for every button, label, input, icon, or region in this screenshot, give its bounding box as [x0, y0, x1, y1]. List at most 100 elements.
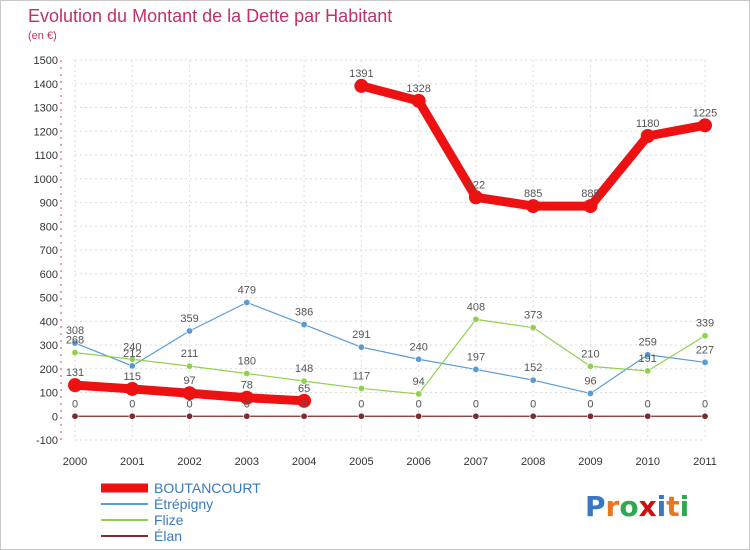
- data-point: [128, 412, 136, 420]
- data-point: [411, 93, 426, 108]
- data-label: 180: [238, 356, 256, 368]
- data-point: [357, 343, 365, 351]
- y-tick-label: 1400: [34, 79, 58, 91]
- data-label: 152: [524, 362, 542, 374]
- y-tick-label: 1100: [34, 150, 58, 162]
- data-point: [586, 362, 594, 370]
- x-tick-label: 2005: [349, 456, 373, 468]
- data-label: 885: [581, 188, 599, 200]
- y-tick-label: 400: [40, 316, 58, 328]
- data-point: [468, 190, 483, 205]
- data-point: [644, 351, 652, 359]
- data-point: [529, 376, 537, 384]
- y-tick-label: 1500: [34, 55, 58, 67]
- data-point: [357, 412, 365, 420]
- series-line: [74, 301, 706, 395]
- chart-subtitle: (en €): [28, 30, 57, 42]
- series-0: [68, 78, 712, 408]
- x-tick-label: 2009: [578, 456, 602, 468]
- series-layer: [68, 78, 712, 420]
- data-label: 131: [66, 367, 84, 379]
- legend-label: Étrépigny: [154, 496, 213, 512]
- data-point: [357, 384, 365, 392]
- data-point: [300, 377, 308, 385]
- legend-label: Élan: [154, 528, 182, 544]
- data-label: 117: [353, 370, 371, 382]
- data-point: [701, 332, 709, 340]
- data-point: [529, 412, 537, 420]
- data-point: [415, 412, 423, 420]
- data-point: [586, 412, 594, 420]
- data-point: [698, 118, 712, 133]
- data-point: [586, 389, 594, 397]
- x-tick-label: 2000: [63, 456, 87, 468]
- data-point: [300, 321, 308, 329]
- data-point: [239, 390, 254, 405]
- data-label: 259: [639, 337, 657, 349]
- x-tick-label: 2008: [521, 456, 545, 468]
- data-labels: 0 0 0 0 0 0 0 0 0 0 0 0 268 240 211 180 148 117 94 408 373 21…: [66, 68, 717, 410]
- data-label: 0: [301, 398, 307, 410]
- data-point: [472, 315, 480, 323]
- data-label: 308: [66, 325, 84, 337]
- x-tick-label: 2010: [635, 456, 659, 468]
- data-point: [644, 412, 652, 420]
- y-tick-label: 800: [40, 221, 58, 233]
- data-point: [71, 339, 79, 347]
- y-tick-label: 1300: [34, 103, 58, 115]
- data-label: 0: [358, 398, 364, 410]
- data-label: 0: [186, 398, 192, 410]
- proxiti-logo: Proxiti: [585, 490, 689, 523]
- x-tick-label: 2003: [235, 456, 259, 468]
- data-point: [186, 327, 194, 335]
- data-point: [300, 412, 308, 420]
- y-tick-label: 100: [40, 388, 58, 400]
- data-point: [297, 393, 312, 408]
- data-label: 386: [295, 307, 313, 319]
- data-label: 0: [530, 398, 536, 410]
- data-point: [644, 367, 652, 375]
- data-label: 0: [702, 398, 708, 410]
- data-label: 1328: [406, 83, 430, 95]
- data-label: 240: [409, 341, 427, 353]
- data-point: [186, 362, 194, 370]
- data-label: 479: [238, 284, 256, 296]
- data-label: 0: [416, 398, 422, 410]
- data-point: [182, 386, 197, 401]
- y-tick-label: 900: [40, 198, 58, 210]
- axes: -100010020030040050060070080090010001100…: [34, 55, 717, 468]
- data-point: [701, 358, 709, 366]
- data-label: 268: [66, 335, 84, 347]
- data-point: [128, 355, 136, 363]
- y-tick-label: 0: [52, 411, 58, 423]
- legend-label: Flize: [154, 512, 184, 528]
- data-label: 373: [524, 310, 542, 322]
- data-label: 0: [473, 398, 479, 410]
- y-tick-label: 500: [40, 293, 58, 305]
- data-label: 359: [180, 313, 198, 325]
- data-label: 408: [467, 301, 485, 313]
- data-label: 212: [123, 348, 141, 360]
- data-label: 885: [524, 188, 542, 200]
- data-point: [68, 378, 82, 393]
- data-label: 115: [123, 371, 141, 383]
- data-point: [186, 412, 194, 420]
- data-point: [243, 298, 251, 306]
- data-point: [472, 365, 480, 373]
- x-tick-label: 2002: [177, 456, 201, 468]
- data-label: 240: [123, 341, 141, 353]
- data-label: 191: [639, 353, 657, 365]
- chart-title: Evolution du Montant de la Dette par Hab…: [28, 6, 392, 26]
- data-point: [125, 381, 140, 396]
- data-label: 94: [413, 376, 425, 388]
- data-point: [640, 129, 655, 143]
- data-point: [415, 355, 423, 363]
- data-label: 96: [584, 375, 596, 387]
- data-point: [354, 78, 369, 93]
- series-2: [71, 315, 709, 398]
- data-label: 0: [129, 398, 135, 410]
- data-point: [71, 412, 79, 420]
- data-label: 1180: [636, 118, 660, 130]
- series-3: [71, 412, 709, 420]
